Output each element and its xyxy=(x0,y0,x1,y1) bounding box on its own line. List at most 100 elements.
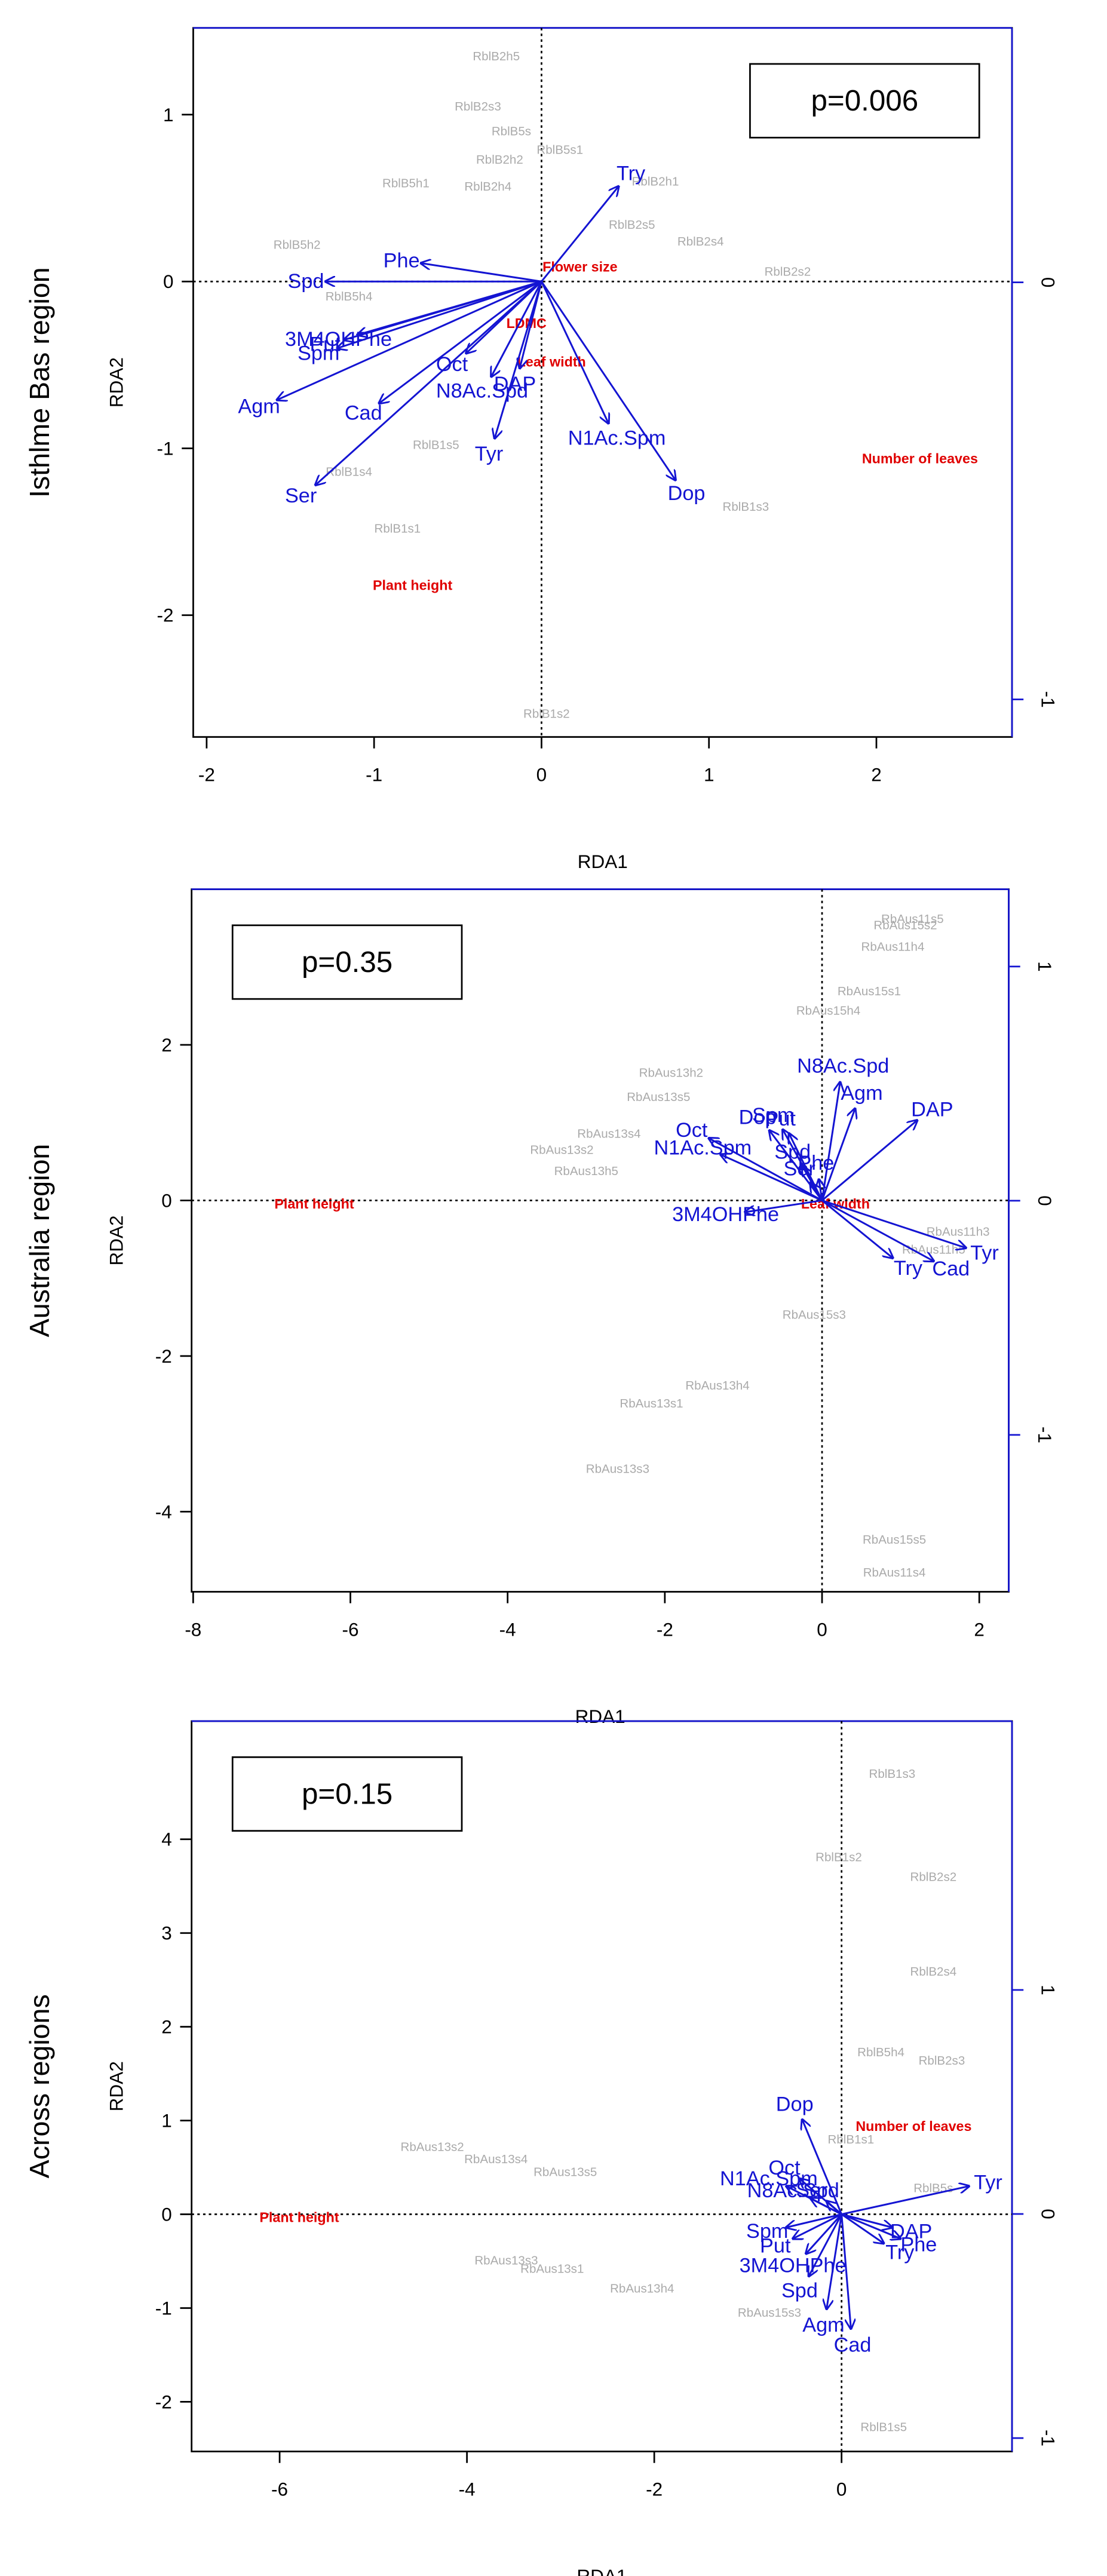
x-tick-label: 0 xyxy=(817,1618,827,1640)
sample-label: RblB2s3 xyxy=(455,100,501,114)
arrow-label: Agm xyxy=(238,395,280,418)
x-tick-label: 1 xyxy=(704,764,715,786)
arrow-label: N8Ac.Spd xyxy=(797,1054,889,1077)
arrow xyxy=(821,1109,855,1201)
sample-label: RbAus13s1 xyxy=(520,2262,584,2276)
arrow xyxy=(379,280,542,403)
sample-label: RbAus13s1 xyxy=(620,1397,683,1410)
arrow xyxy=(841,2213,893,2228)
x-axis-title: RDA1 xyxy=(578,851,628,872)
arrow-label: Dop xyxy=(776,2093,814,2116)
y-tick-label: -2 xyxy=(155,1345,172,1367)
sample-label: RblB1s3 xyxy=(723,500,769,514)
y-tick-label: 2 xyxy=(161,2016,172,2038)
sample-label: RblB2h2 xyxy=(476,153,523,167)
arrow xyxy=(806,2213,842,2254)
arrow-label: Cad xyxy=(932,1258,970,1280)
pvalue-box xyxy=(231,1756,463,1832)
sample-label: RblB2s2 xyxy=(910,1870,956,1884)
x-tick-label: -2 xyxy=(198,764,215,786)
x-axis-title: RDA1 xyxy=(575,1706,625,1727)
arrow xyxy=(786,2213,842,2228)
sample-label: RbAus11s4 xyxy=(863,1566,926,1580)
env-label: Leaf width xyxy=(801,1196,870,1212)
y2-tick-label: 0 xyxy=(1037,277,1059,288)
y-tick-label: 0 xyxy=(161,1189,172,1211)
arrow xyxy=(819,1179,822,1201)
pvalue: p=0.35 xyxy=(302,946,392,979)
pvalue-box xyxy=(749,63,980,139)
arrow xyxy=(541,281,608,423)
x-tick-label: -1 xyxy=(366,764,382,786)
sample-label: RbAus15s2 xyxy=(873,918,937,932)
arrow xyxy=(491,281,542,376)
sample-label: RblB5h1 xyxy=(382,176,430,190)
arrow-label: Try xyxy=(617,162,646,185)
sample-label: RblB1s1 xyxy=(375,522,421,535)
arrow-label: Tyr xyxy=(970,1241,999,1264)
sample-label: RbAus11s5 xyxy=(881,912,944,926)
y2-tick-label: -1 xyxy=(1037,691,1059,708)
arrow-label: Put xyxy=(760,2235,791,2258)
env-label: Plant height xyxy=(373,578,452,593)
sample-label: RbAus15s3 xyxy=(783,1308,846,1322)
sample-label: RbAus15s5 xyxy=(863,1533,926,1547)
arrow-label: Spd xyxy=(781,2279,818,2302)
arrow-label: Spd xyxy=(774,1140,811,1163)
arrow xyxy=(810,1182,823,1201)
arrow xyxy=(841,2213,884,2244)
arrow xyxy=(315,281,542,485)
arrow-label: Tyr xyxy=(974,2171,1002,2194)
arrow-label: Dop xyxy=(739,1106,777,1128)
env-label: Flower size xyxy=(542,259,618,274)
x-tick-label: -4 xyxy=(499,1618,516,1640)
arrow-label: Agm xyxy=(841,1082,882,1105)
y-tick-label: 1 xyxy=(161,2110,172,2132)
sample-label: RblB2s3 xyxy=(919,2054,965,2068)
pvalue: p=0.006 xyxy=(811,84,918,117)
pvalue: p=0.15 xyxy=(302,1777,392,1810)
arrow-label: Ser xyxy=(784,1158,815,1180)
arrow-label: Oct xyxy=(436,353,468,376)
sample-label: RbAus13s3 xyxy=(474,2253,538,2267)
arrow xyxy=(821,1200,893,1258)
sample-label: RblB2h5 xyxy=(473,50,520,63)
sample-label: RblB5s xyxy=(913,2181,953,2195)
y-tick-label: 2 xyxy=(161,1034,172,1056)
y-tick-label: -1 xyxy=(157,437,174,459)
arrow-label: N1Ac.Spm xyxy=(720,2167,818,2190)
sample-label: RbAus13s4 xyxy=(577,1127,640,1140)
arrow-label: Cad xyxy=(834,2333,872,2356)
arrow xyxy=(821,1200,934,1261)
y-axis-title: RDA2 xyxy=(106,357,127,407)
y2-tick-label: 1 xyxy=(1037,1985,1059,1995)
panel-label: Across regions xyxy=(24,1994,55,2178)
arrow-label: Tyr xyxy=(475,443,504,465)
sample-label: RblB1s5 xyxy=(413,438,459,452)
y-tick-label: 0 xyxy=(163,271,174,292)
sample-label: RbAus13h2 xyxy=(639,1066,703,1080)
arrow-label: Cad xyxy=(345,401,382,424)
x-tick-label: 0 xyxy=(836,2479,847,2500)
env-label: Number of leaves xyxy=(855,2118,971,2134)
arrow xyxy=(277,280,542,400)
sample-label: RbAus13s4 xyxy=(464,2152,528,2166)
env-label: Plant height xyxy=(274,1196,354,1212)
y2-tick-label: -1 xyxy=(1037,2430,1059,2446)
arrow-label: N1Ac.Spm xyxy=(654,1136,752,1159)
sample-label: RblB5h2 xyxy=(274,238,321,252)
arrow xyxy=(841,2214,851,2329)
arrow-label: Agm xyxy=(802,2314,844,2336)
arrow xyxy=(745,1199,823,1212)
sample-label: RbAus13s2 xyxy=(400,2140,464,2154)
sample-label: RbAus11h4 xyxy=(861,940,925,954)
env-label: LDMC xyxy=(507,315,547,331)
arrow xyxy=(720,1155,823,1201)
arrow xyxy=(841,2213,901,2239)
arrow-label: Spd xyxy=(288,270,324,293)
arrow xyxy=(821,1120,917,1201)
arrow-label: Ser xyxy=(796,2179,827,2201)
sample-label: RblB1s1 xyxy=(828,2133,875,2146)
panel-label: Isthlme Bas region xyxy=(24,267,55,498)
